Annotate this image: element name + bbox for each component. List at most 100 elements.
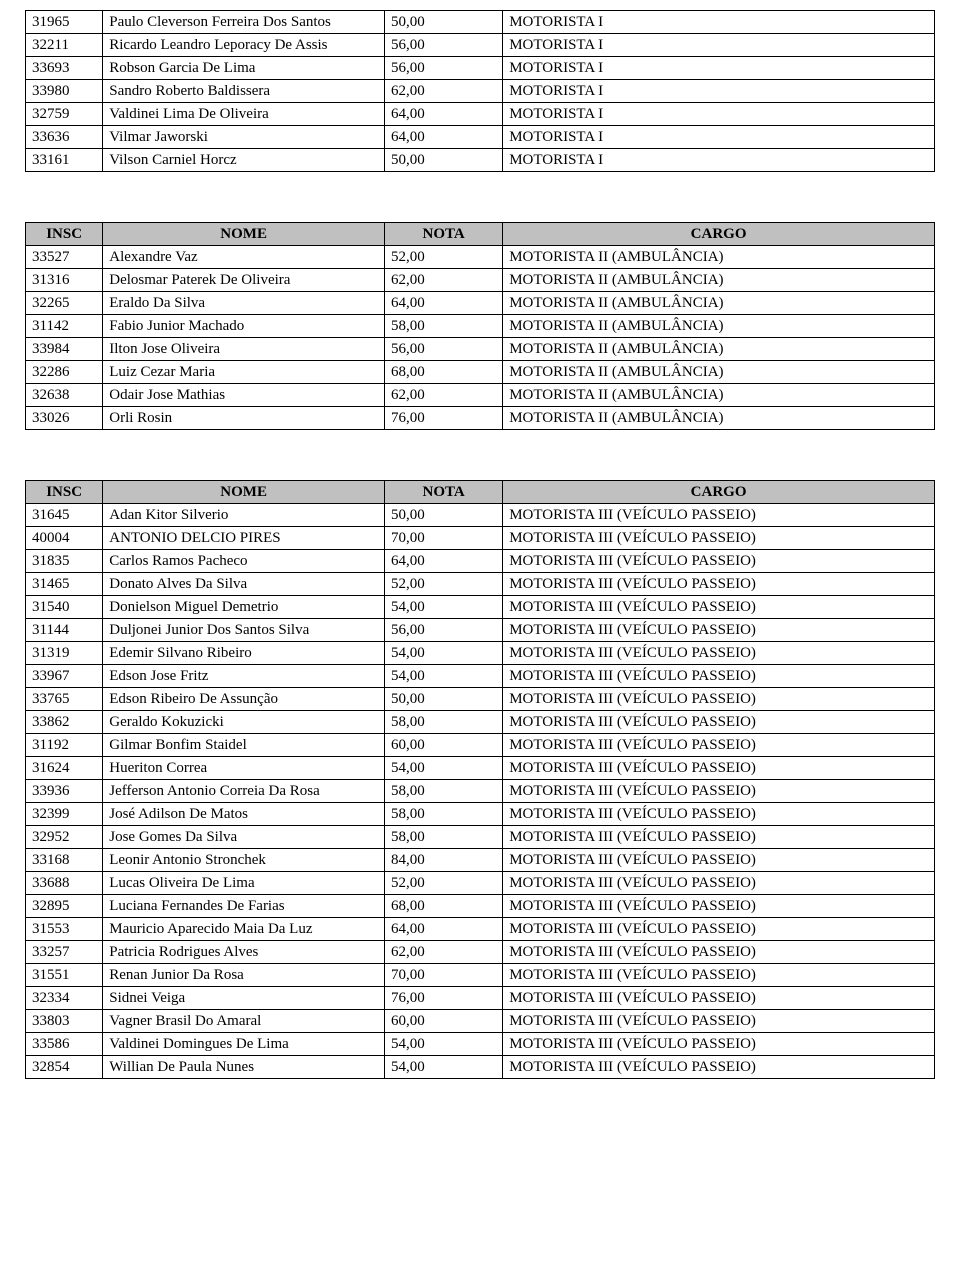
cell-nota: 62,00 — [385, 80, 503, 103]
cell-nota: 76,00 — [385, 407, 503, 430]
motorista-i-table: 31965Paulo Cleverson Ferreira Dos Santos… — [25, 10, 935, 172]
header-insc: INSC — [26, 481, 103, 504]
cell-insc: 31316 — [26, 269, 103, 292]
cell-insc: 32895 — [26, 895, 103, 918]
cell-nome: Ricardo Leandro Leporacy De Assis — [103, 34, 385, 57]
table-row: 31465Donato Alves Da Silva52,00MOTORISTA… — [26, 573, 935, 596]
table-row: 32334Sidnei Veiga76,00MOTORISTA III (VEÍ… — [26, 987, 935, 1010]
cell-nome: Paulo Cleverson Ferreira Dos Santos — [103, 11, 385, 34]
table-row: 31553Mauricio Aparecido Maia Da Luz64,00… — [26, 918, 935, 941]
table-row: 33586Valdinei Domingues De Lima54,00MOTO… — [26, 1033, 935, 1056]
cell-insc: 31465 — [26, 573, 103, 596]
cell-nota: 54,00 — [385, 757, 503, 780]
cell-cargo: MOTORISTA III (VEÍCULO PASSEIO) — [503, 619, 935, 642]
cell-nome: Robson Garcia De Lima — [103, 57, 385, 80]
cell-insc: 40004 — [26, 527, 103, 550]
table-row: 33026Orli Rosin76,00MOTORISTA II (AMBULÂ… — [26, 407, 935, 430]
header-nota: NOTA — [385, 481, 503, 504]
cell-nome: Vilson Carniel Horcz — [103, 149, 385, 172]
table-row: 31142Fabio Junior Machado58,00MOTORISTA … — [26, 315, 935, 338]
cell-cargo: MOTORISTA I — [503, 126, 935, 149]
cell-nome: Eraldo Da Silva — [103, 292, 385, 315]
table-row: 33862Geraldo Kokuzicki58,00MOTORISTA III… — [26, 711, 935, 734]
cell-nota: 58,00 — [385, 315, 503, 338]
cell-nome: José Adilson De Matos — [103, 803, 385, 826]
cell-insc: 33636 — [26, 126, 103, 149]
cell-nome: Luiz Cezar Maria — [103, 361, 385, 384]
cell-cargo: MOTORISTA III (VEÍCULO PASSEIO) — [503, 941, 935, 964]
cell-cargo: MOTORISTA III (VEÍCULO PASSEIO) — [503, 550, 935, 573]
cell-nota: 64,00 — [385, 103, 503, 126]
cell-nota: 50,00 — [385, 11, 503, 34]
cell-nota: 54,00 — [385, 1056, 503, 1079]
cell-cargo: MOTORISTA III (VEÍCULO PASSEIO) — [503, 1010, 935, 1033]
cell-insc: 32211 — [26, 34, 103, 57]
table-row: 32759Valdinei Lima De Oliveira64,00MOTOR… — [26, 103, 935, 126]
cell-insc: 31553 — [26, 918, 103, 941]
header-nome: NOME — [103, 223, 385, 246]
cell-insc: 31835 — [26, 550, 103, 573]
cell-insc: 33168 — [26, 849, 103, 872]
cell-cargo: MOTORISTA II (AMBULÂNCIA) — [503, 338, 935, 361]
cell-nota: 54,00 — [385, 596, 503, 619]
cell-nota: 56,00 — [385, 34, 503, 57]
cell-nome: Adan Kitor Silverio — [103, 504, 385, 527]
table-row: 32952Jose Gomes Da Silva58,00MOTORISTA I… — [26, 826, 935, 849]
cell-nota: 76,00 — [385, 987, 503, 1010]
cell-cargo: MOTORISTA III (VEÍCULO PASSEIO) — [503, 918, 935, 941]
cell-cargo: MOTORISTA III (VEÍCULO PASSEIO) — [503, 504, 935, 527]
cell-cargo: MOTORISTA III (VEÍCULO PASSEIO) — [503, 780, 935, 803]
table-row: 32854Willian De Paula Nunes54,00MOTORIST… — [26, 1056, 935, 1079]
cell-cargo: MOTORISTA III (VEÍCULO PASSEIO) — [503, 803, 935, 826]
cell-insc: 33803 — [26, 1010, 103, 1033]
cell-nota: 60,00 — [385, 1010, 503, 1033]
cell-nota: 62,00 — [385, 941, 503, 964]
cell-cargo: MOTORISTA II (AMBULÂNCIA) — [503, 246, 935, 269]
cell-insc: 33257 — [26, 941, 103, 964]
cell-cargo: MOTORISTA I — [503, 11, 935, 34]
cell-cargo: MOTORISTA III (VEÍCULO PASSEIO) — [503, 688, 935, 711]
cell-insc: 32759 — [26, 103, 103, 126]
cell-nome: Jose Gomes Da Silva — [103, 826, 385, 849]
cell-nota: 58,00 — [385, 780, 503, 803]
table-row: 31316Delosmar Paterek De Oliveira62,00MO… — [26, 269, 935, 292]
cell-nota: 64,00 — [385, 918, 503, 941]
cell-nome: Mauricio Aparecido Maia Da Luz — [103, 918, 385, 941]
cell-cargo: MOTORISTA III (VEÍCULO PASSEIO) — [503, 734, 935, 757]
cell-nome: Vagner Brasil Do Amaral — [103, 1010, 385, 1033]
cell-nome: Hueriton Correa — [103, 757, 385, 780]
cell-nome: Delosmar Paterek De Oliveira — [103, 269, 385, 292]
cell-insc: 33936 — [26, 780, 103, 803]
cell-nome: Patricia Rodrigues Alves — [103, 941, 385, 964]
cell-cargo: MOTORISTA III (VEÍCULO PASSEIO) — [503, 527, 935, 550]
cell-insc: 31965 — [26, 11, 103, 34]
table-row: 33967Edson Jose Fritz54,00MOTORISTA III … — [26, 665, 935, 688]
table-row: 31144Duljonei Junior Dos Santos Silva56,… — [26, 619, 935, 642]
cell-nota: 56,00 — [385, 338, 503, 361]
table-row: 33980Sandro Roberto Baldissera62,00MOTOR… — [26, 80, 935, 103]
header-nota: NOTA — [385, 223, 503, 246]
cell-nota: 52,00 — [385, 573, 503, 596]
cell-nota: 68,00 — [385, 361, 503, 384]
cell-insc: 33688 — [26, 872, 103, 895]
cell-nome: Edemir Silvano Ribeiro — [103, 642, 385, 665]
cell-nota: 58,00 — [385, 803, 503, 826]
cell-nome: Sandro Roberto Baldissera — [103, 80, 385, 103]
cell-insc: 32952 — [26, 826, 103, 849]
cell-nota: 52,00 — [385, 872, 503, 895]
cell-cargo: MOTORISTA III (VEÍCULO PASSEIO) — [503, 573, 935, 596]
cell-nota: 64,00 — [385, 550, 503, 573]
cell-nome: Luciana Fernandes De Farias — [103, 895, 385, 918]
table-row: 33257Patricia Rodrigues Alves62,00MOTORI… — [26, 941, 935, 964]
cell-insc: 31319 — [26, 642, 103, 665]
cell-cargo: MOTORISTA III (VEÍCULO PASSEIO) — [503, 964, 935, 987]
cell-cargo: MOTORISTA I — [503, 149, 935, 172]
cell-insc: 31144 — [26, 619, 103, 642]
cell-insc: 31551 — [26, 964, 103, 987]
cell-nome: Fabio Junior Machado — [103, 315, 385, 338]
cell-nota: 58,00 — [385, 711, 503, 734]
cell-nome: Ilton Jose Oliveira — [103, 338, 385, 361]
cell-cargo: MOTORISTA I — [503, 34, 935, 57]
cell-cargo: MOTORISTA III (VEÍCULO PASSEIO) — [503, 757, 935, 780]
table-row: 33636Vilmar Jaworski64,00MOTORISTA I — [26, 126, 935, 149]
